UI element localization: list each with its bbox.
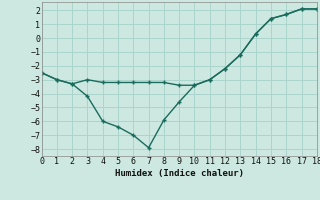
X-axis label: Humidex (Indice chaleur): Humidex (Indice chaleur) <box>115 169 244 178</box>
